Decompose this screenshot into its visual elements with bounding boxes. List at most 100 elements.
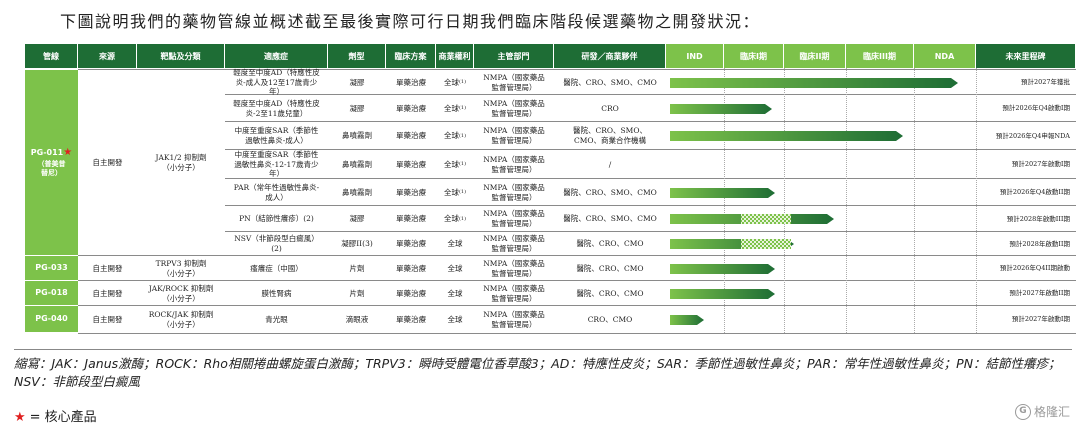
indication-cell: PN（結節性癢疹）(2) — [225, 206, 328, 232]
partner-cell: 醫院、CRO、CMO — [554, 281, 666, 306]
form-cell: 滴眼液 — [345, 314, 369, 324]
indication-cell: PAR（常年性過敏性鼻炎-成人） — [225, 179, 328, 206]
row-divider — [225, 149, 1076, 150]
header-cell: 研發／商業夥伴 — [554, 44, 665, 68]
partner-cell: 醫院、CRO、SMO、CMO — [554, 70, 666, 95]
watermark-logo-icon: G — [1014, 403, 1031, 420]
authority-cell: NMPA（國家藥品監督管理局） — [474, 232, 554, 256]
authority-cell: NMPA（國家藥品監督管理局） — [474, 179, 554, 206]
rights-footnote: (1) — [458, 105, 467, 112]
program-name: PG-018 — [35, 287, 68, 297]
rights-cell: 全球 (1) — [436, 122, 474, 150]
program-label: PG-011★ （普美昔替尼） — [25, 70, 78, 255]
partner-text: 醫院、CRO、SMO、CMO — [563, 214, 657, 224]
partner-text: 醫院、CRO、CMO — [576, 263, 644, 273]
core-product-label: = 核心產品 — [29, 410, 97, 425]
star-icon: ★ — [14, 410, 26, 425]
stage-gridline — [846, 68, 847, 333]
source-cell: 自主開發 — [92, 314, 123, 324]
scheme-cell: 單藥治療 — [396, 187, 426, 197]
scheme-cell: 單藥治療 — [396, 131, 426, 141]
source-cell: 自主開發 — [92, 158, 123, 168]
indication-cell: 瘙癢症（中國） — [225, 256, 328, 281]
partner-cell: 醫院、CRO、SMO、CMO — [554, 179, 666, 206]
authority-cell: NMPA（國家藥品監督管理局） — [474, 306, 554, 333]
partner-cell: 醫院、CRO、SMO、CMO、商業合作機構 — [554, 122, 666, 150]
program-label: PG-018 — [25, 281, 78, 305]
rights-cell: 全球 (1) — [436, 95, 474, 122]
progress-bar — [670, 77, 959, 88]
core-star-icon: ★ — [63, 147, 73, 159]
indication-cell: 輕度至中度AD（特應性皮炎-成人及12至17歲青少年） — [225, 68, 328, 97]
partner-text: 醫院、CRO、CMO — [576, 288, 644, 298]
form-cell: 片劑 — [349, 288, 365, 298]
milestone-cell: 預計2027年啟動I期 — [1011, 315, 1070, 324]
target-class: （小分子） — [162, 268, 200, 278]
authority-text: NMPA（國家藥品監督管理局） — [483, 72, 545, 92]
rights-cell: 全球 (1) — [436, 150, 474, 179]
partner-text: 醫院、CRO、CMO — [576, 239, 644, 249]
rights-cell: 全球 — [436, 256, 474, 281]
scheme-cell: 單藥治療 — [396, 314, 426, 324]
form-cell: 凝膠 — [349, 77, 365, 87]
target-name: JAK/ROCK 抑制劑 — [148, 283, 214, 293]
header-cell: 主管部門 — [474, 44, 553, 68]
target-class: （小分子） — [162, 293, 200, 303]
progress-bar — [670, 239, 795, 249]
rights-cell: 全球 (1) — [436, 206, 474, 232]
indication-cell: 中度至重度SAR（季節性過敏性鼻炎-成人） — [225, 122, 328, 150]
indication-text: 青光眼 — [265, 314, 288, 324]
partner-cell: 醫院、CRO、SMO、CMO — [554, 206, 666, 232]
stage-gridline — [914, 68, 915, 333]
progress-bar — [670, 314, 705, 325]
target-name: TRPV3 抑制劑 — [155, 258, 207, 268]
header-cell: 臨床I期 — [724, 44, 783, 68]
partner-text: 醫院、CRO、SMO、CMO — [563, 77, 657, 87]
progress-bar — [670, 214, 835, 224]
header-cell: 臨床方案 — [386, 44, 435, 68]
scheme-cell: 單藥治療 — [396, 288, 426, 298]
indication-text: 中度至重度SAR（季節性過敏性鼻炎-12-17歲青少年） — [234, 149, 319, 179]
progress-bar — [670, 288, 776, 299]
header-cell: 商業權利 — [436, 44, 473, 68]
rights-text: 全球 — [447, 314, 463, 324]
rights-cell: 全球 (1) — [436, 70, 474, 95]
rights-cell: 全球 (1) — [436, 179, 474, 206]
header-cell: 臨床II期 — [784, 44, 845, 68]
watermark-text: 格隆汇 — [1033, 405, 1070, 419]
row-divider — [78, 69, 1076, 70]
milestone-cell: 預計2026年Q4啟動II期 — [999, 188, 1070, 197]
indication-text: 瘙癢症（中國） — [250, 263, 303, 273]
program-name: PG-040 — [35, 313, 68, 323]
form-cell: 凝膠II(3) — [341, 239, 373, 249]
form-cell: 鼻噴霧劑 — [342, 187, 372, 197]
authority-cell: NMPA（國家藥品監督管理局） — [474, 95, 554, 122]
rights-text: 全球 — [443, 103, 459, 113]
form-cell: 鼻噴霧劑 — [342, 131, 372, 141]
partner-cell: / — [554, 150, 666, 179]
scheme-cell: 單藥治療 — [396, 77, 426, 87]
rights-cell: 全球 — [436, 232, 474, 256]
row-divider — [78, 280, 1076, 281]
indication-cell: 輕度至中度AD（特應性皮炎-2至11歲兒童） — [225, 95, 328, 122]
row-divider — [225, 121, 1076, 122]
row-divider — [78, 333, 1076, 334]
target-name: JAK1/2 抑制劑 — [155, 153, 207, 163]
milestone-cell: 預計2028年啟動II期 — [1009, 239, 1070, 248]
authority-text: NMPA（國家藥品監督管理局） — [483, 98, 545, 118]
scheme-cell: 單藥治療 — [396, 263, 426, 273]
rights-footnote: (1) — [458, 79, 467, 86]
milestone-cell: 預計2027年啟動I期 — [1011, 160, 1070, 169]
authority-text: NMPA（國家藥品監督管理局） — [483, 154, 545, 174]
watermark: G 格隆汇 — [1014, 403, 1070, 420]
source-cell: 自主開發 — [92, 288, 123, 298]
rights-text: 全球 — [443, 77, 459, 87]
header-cell: 適應症 — [225, 44, 327, 68]
target-cell: JAK1/2 抑制劑 （小分子） — [137, 70, 225, 256]
indication-cell: 青光眼 — [225, 306, 328, 333]
program-name: PG-011 — [30, 148, 64, 158]
rights-footnote: (1) — [458, 132, 467, 139]
scheme-cell: 單藥治療 — [396, 214, 426, 224]
indication-text: 膜性腎病 — [261, 288, 292, 298]
milestone-cell: 預計2026年Q4申報NDA — [995, 131, 1070, 140]
